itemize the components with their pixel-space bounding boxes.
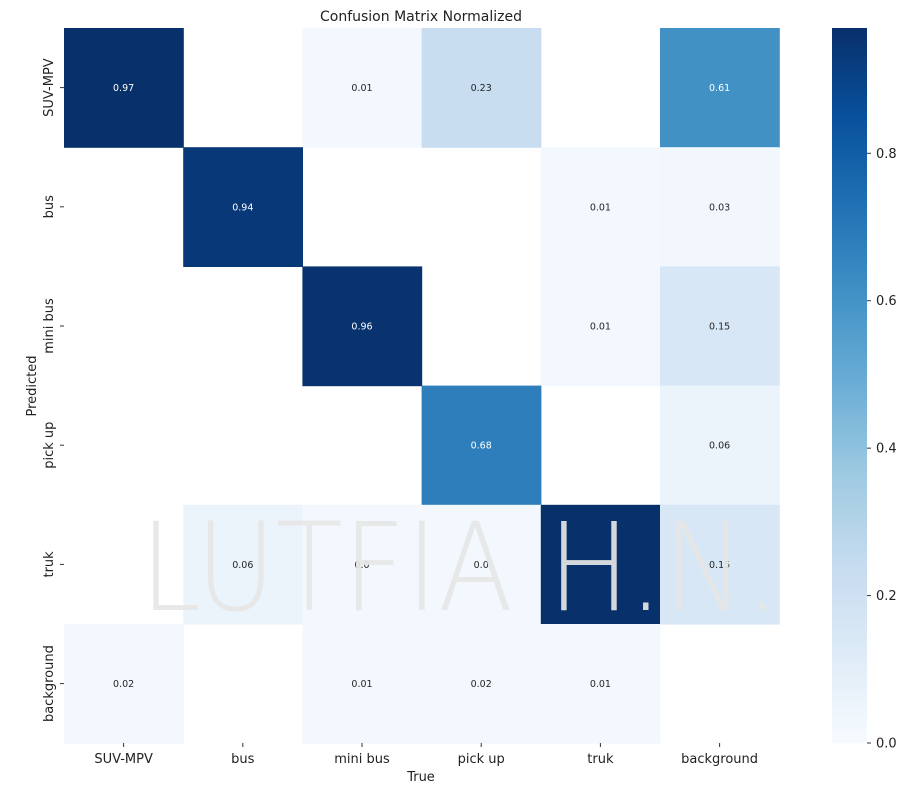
x-tick-label: pick up: [458, 752, 505, 767]
y-tick-label: pick up: [42, 422, 57, 469]
chart-title: Confusion Matrix Normalized: [320, 9, 522, 25]
heatmap-cell: [64, 624, 184, 744]
heatmap-cell: [660, 28, 780, 148]
heatmap-cell: [421, 504, 542, 625]
heatmap-cell: [302, 624, 423, 744]
heatmap-cell: [540, 504, 661, 625]
x-axis-label: True: [406, 770, 435, 785]
y-tick-label: truk: [42, 551, 57, 578]
cell-value-label: 0.15: [709, 560, 730, 571]
x-tick-label: bus: [231, 752, 254, 767]
cell-value-label: 0.94: [232, 202, 253, 213]
heatmap-cell: [183, 504, 303, 625]
heatmap-cell: [183, 147, 303, 267]
cell-value-label: 0.02: [471, 679, 492, 690]
cell-value-label: 0.23: [471, 83, 492, 94]
y-tick-label: SUV-MPV: [42, 58, 57, 117]
cell-value-label: 0.06: [709, 441, 730, 452]
y-axis-ticks: SUV-MPV bus mini bus pick up truk background: [42, 58, 64, 722]
colorbar-tick-label: 0.4: [876, 442, 897, 457]
cell-value-label: 0.01: [351, 679, 372, 690]
y-tick-label: bus: [42, 195, 57, 218]
heatmap-cell: [540, 624, 661, 744]
watermark: LUTFIA H.N.: [140, 497, 780, 639]
heatmap-cell: [660, 147, 780, 267]
heatmap-cell-labels: 0.97 0.01 0.23 0.61 0.94 0.01 0.03 0.96 0.01 0.15…: [113, 83, 730, 690]
cell-value-label: 0.15: [709, 322, 730, 333]
colorbar: 0.0 0.2 0.4 0.6 0.8: [832, 28, 897, 752]
heatmap-cells: [64, 28, 780, 744]
cell-value-label: 0.0: [474, 560, 489, 571]
cell-value-label: 0.02: [113, 679, 134, 690]
cell-value-label: 0.01: [351, 83, 372, 94]
colorbar-gradient: [832, 28, 867, 743]
cell-value-label: 0.01: [590, 679, 611, 690]
heatmap-cell: [421, 385, 542, 506]
heatmap-cell: [540, 266, 661, 387]
heatmap-cell: [421, 624, 542, 744]
cell-value-label: 0.68: [471, 441, 492, 452]
cell-value-label: 0.61: [709, 83, 730, 94]
heatmap-cell: [421, 28, 542, 148]
y-tick-label: mini bus: [42, 298, 57, 354]
heatmap-cell: [302, 266, 423, 387]
cell-value-label: 0.01: [590, 202, 611, 213]
y-tick-label: background: [42, 645, 57, 722]
colorbar-tick-label: 0.2: [876, 589, 897, 604]
cell-value-label: 0.06: [232, 560, 253, 571]
heatmap-cell: [660, 385, 780, 506]
heatmap-cell: [540, 147, 661, 267]
x-tick-label: SUV-MPV: [94, 752, 153, 767]
colorbar-tick-label: 0.0: [876, 737, 897, 752]
cell-value-label: 0.0: [354, 560, 369, 571]
x-tick-label: truk: [587, 752, 614, 767]
heatmap-cell: [302, 28, 423, 148]
x-axis-ticks: SUV-MPV bus mini bus pick up truk background: [94, 743, 758, 767]
colorbar-ticks: 0.0 0.2 0.4 0.6 0.8: [867, 147, 897, 752]
cell-value-label: 0.03: [709, 202, 730, 213]
heatmap-cell: [660, 504, 780, 625]
heatmap-cell: [302, 504, 423, 625]
cell-value-label: 0.97: [113, 83, 134, 94]
cell-value-label: 0.96: [351, 322, 372, 333]
heatmap-cell: [660, 266, 780, 387]
colorbar-tick-label: 0.8: [876, 147, 897, 162]
colorbar-tick-label: 0.6: [876, 294, 897, 309]
heatmap-cell: [64, 28, 184, 148]
x-tick-label: background: [681, 752, 758, 767]
cell-value-label: 0.01: [590, 322, 611, 333]
x-tick-label: mini bus: [334, 752, 390, 767]
y-axis-label: Predicted: [25, 355, 40, 416]
